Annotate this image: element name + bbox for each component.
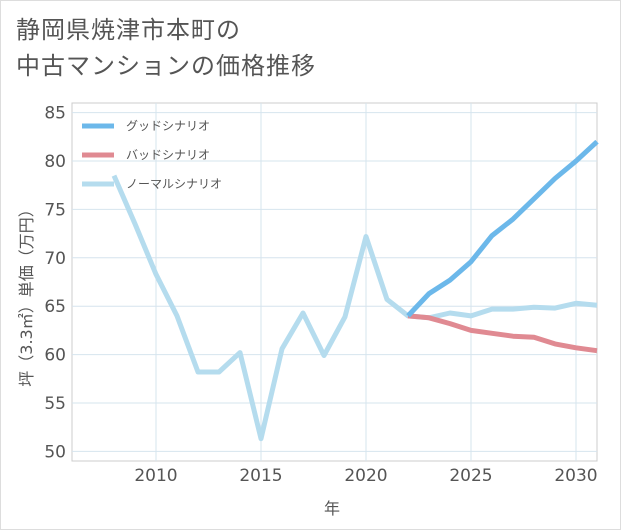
y-tick-label: 70 — [44, 249, 66, 269]
legend-label-2: ノーマルシナリオ — [126, 177, 222, 191]
y-tick-label: 50 — [44, 442, 66, 462]
x-axis-title: 年 — [324, 499, 340, 518]
legend-label-1: バッドシナリオ — [126, 148, 210, 162]
chart-title: 静岡県焼津市本町の 中古マンションの価格推移 — [16, 12, 316, 84]
y-axis-title: 坪（3.3㎡）単価（万円） — [17, 201, 36, 386]
x-tick-label: 2020 — [344, 466, 387, 486]
series-line-0 — [406, 139, 599, 318]
y-tick-label: 85 — [44, 104, 66, 124]
tick-labels: 50 55 60 65 70 75 80 85 2010 2015 2020 2025 2030 — [44, 104, 597, 486]
x-tick-label: 2015 — [239, 466, 282, 486]
y-tick-label: 55 — [44, 394, 66, 414]
grid-lines — [72, 103, 597, 461]
y-tick-label: 65 — [44, 297, 66, 317]
series-line-1 — [407, 313, 598, 354]
x-tick-label: 2010 — [134, 466, 177, 486]
y-tick-label: 80 — [44, 152, 66, 172]
chart-title-line-1: 静岡県焼津市本町の — [16, 16, 241, 44]
legend-label-0: グッドシナリオ — [126, 119, 210, 133]
series-lines — [111, 139, 599, 442]
y-tick-label: 75 — [44, 200, 66, 220]
series-line-2 — [111, 174, 598, 442]
x-tick-label: 2025 — [449, 466, 492, 486]
x-tick-label: 2030 — [554, 466, 597, 486]
chart-title-line-2: 中古マンションの価格推移 — [16, 52, 316, 80]
y-tick-label: 60 — [44, 346, 66, 366]
